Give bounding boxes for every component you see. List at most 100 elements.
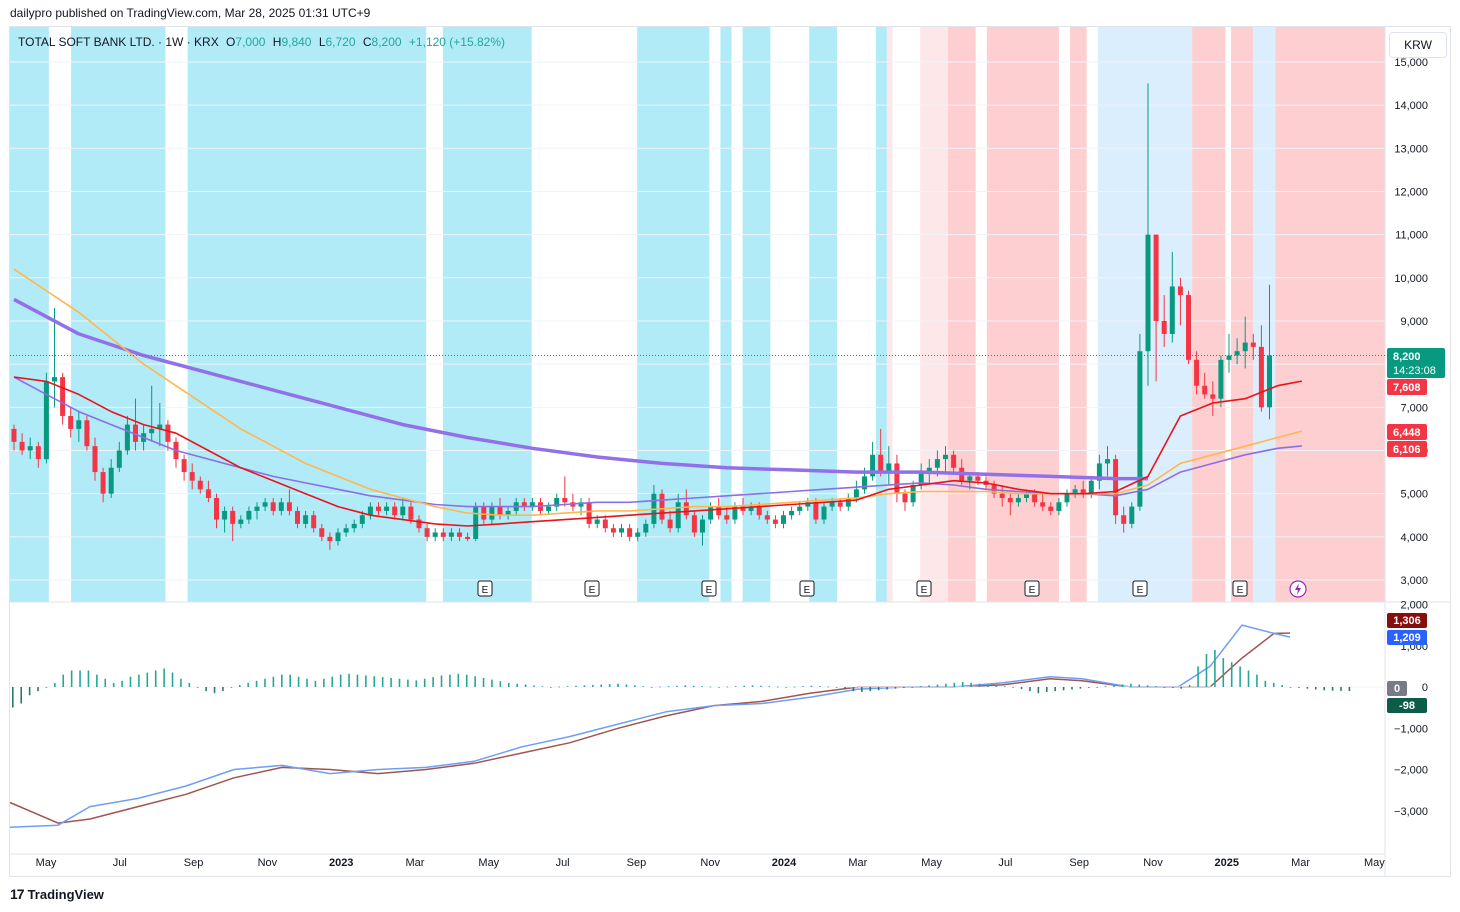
macd-histogram-bar-80 <box>684 685 687 687</box>
low-value: 6,720 <box>325 35 356 49</box>
candle-body-132 <box>1080 489 1086 494</box>
price-tick-label-2: 5,000 <box>1400 489 1428 501</box>
time-tick-label-6: May <box>478 857 499 869</box>
symbol-legend: TOTAL SOFT BANK LTD. · 1W · KRX O7,000 H… <box>18 35 505 49</box>
macd-histogram-bar-11 <box>104 678 107 687</box>
time-tick-label-12: May <box>921 857 942 869</box>
candle-body-25 <box>214 497 219 520</box>
candle-body-48 <box>400 506 406 516</box>
currency-button[interactable]: KRW <box>1389 32 1447 58</box>
candle-body-59 <box>489 506 495 520</box>
candle-body-141 <box>1153 234 1159 321</box>
candle-body-154 <box>1258 346 1264 408</box>
price-badge-3 <box>1387 441 1427 457</box>
candle-body-144 <box>1177 286 1183 296</box>
macd-histogram-bar-87 <box>743 685 745 687</box>
chart-frame[interactable] <box>9 26 1451 877</box>
macd-histogram-bar-119 <box>1012 687 1014 688</box>
candle-body-116 <box>951 454 957 468</box>
macd-histogram-bar-126 <box>1071 687 1073 690</box>
candle-body-145 <box>1186 295 1191 360</box>
macd-histogram-bar-36 <box>314 680 317 687</box>
candle-body-133 <box>1088 480 1094 494</box>
candle-body-127 <box>1040 502 1046 507</box>
macd-histogram-bar-145 <box>1230 662 1233 687</box>
candle-body-143 <box>1169 286 1175 334</box>
macd-histogram-bar-40 <box>348 673 350 687</box>
candle-body-119 <box>975 476 981 481</box>
price-tick-label-6: 9,000 <box>1400 316 1428 328</box>
close-label: C <box>362 35 372 49</box>
macd-histogram-bar-133 <box>1130 683 1132 687</box>
background-zone-16 <box>1231 27 1254 602</box>
macd-histogram-bar-95 <box>810 685 813 687</box>
earnings-marker-3 <box>799 580 815 597</box>
candle-body-81 <box>667 519 673 529</box>
time-tick-label-7: Jul <box>556 857 570 869</box>
candle-body-89 <box>732 506 738 520</box>
time-tick-label-11: Mar <box>848 857 867 869</box>
macd-histogram-bar-66 <box>566 686 569 687</box>
candle-body-107 <box>878 454 884 473</box>
price-tick-label-0: 3,000 <box>1400 575 1428 587</box>
candle-body-140 <box>1145 234 1151 352</box>
time-tick-label-0: May <box>36 857 57 869</box>
price-badge-value-1: 7,608 <box>1393 382 1421 394</box>
macd-histogram-bar-110 <box>936 684 939 687</box>
candle-body-102 <box>837 502 843 507</box>
ema-slow-line <box>13 297 1148 481</box>
candle-body-74 <box>610 528 616 533</box>
macd-histogram-bar-54 <box>465 674 468 687</box>
macd-histogram-bar-81 <box>692 685 695 687</box>
macd-histogram-bar-147 <box>1247 670 1250 687</box>
candle-body-50 <box>416 519 422 529</box>
candle-body-56 <box>465 536 471 539</box>
price-tick-label-1: 4,000 <box>1400 532 1428 544</box>
macd-histogram-bar-65 <box>558 686 561 688</box>
candle-body-32 <box>270 502 276 511</box>
macd-histogram-bar-29 <box>255 680 258 687</box>
time-tick-label-8: Sep <box>627 857 647 869</box>
candle-body-7 <box>68 415 74 429</box>
time-tick-label-3: Nov <box>258 857 278 869</box>
macd-histogram-bar-148 <box>1256 674 1258 687</box>
macd-histogram-bar-46 <box>398 678 401 687</box>
candle-body-100 <box>821 506 827 520</box>
candle-body-115 <box>943 454 948 460</box>
macd-histogram-bar-113 <box>961 682 964 687</box>
tradingview-logo[interactable]: 17 TradingView <box>10 886 104 902</box>
macd-histogram-bar-67 <box>575 685 577 687</box>
macd-histogram-bar-25 <box>222 687 224 692</box>
candle-body-44 <box>367 506 373 516</box>
candle-body-17 <box>149 428 155 434</box>
candle-body-27 <box>230 510 236 524</box>
macd-histogram-bar-104 <box>886 687 888 690</box>
earnings-marker-1 <box>584 580 600 597</box>
macd-histogram-bar-22 <box>196 687 199 688</box>
candle-body-137 <box>1121 515 1127 524</box>
earnings-marker-label-2: E <box>706 585 713 596</box>
time-tick-label-5: Mar <box>406 857 425 869</box>
candle-body-142 <box>1161 320 1167 334</box>
macd-histogram-bar-103 <box>877 687 880 691</box>
macd-histogram-bar-61 <box>524 684 527 687</box>
candle-body-135 <box>1105 459 1110 464</box>
macd-histogram-bar-47 <box>407 679 409 687</box>
candle-body-57 <box>473 506 479 539</box>
candle-body-55 <box>457 532 462 537</box>
macd-histogram-bar-114 <box>970 682 972 687</box>
earnings-marker-label-0: E <box>482 585 489 596</box>
macd-histogram-bar-120 <box>1020 687 1023 690</box>
candle-body-40 <box>335 532 341 542</box>
candle-body-129 <box>1056 502 1062 511</box>
candle-body-71 <box>586 502 592 524</box>
macd-histogram-bar-24 <box>213 687 216 694</box>
macd-histogram-bar-10 <box>96 674 98 687</box>
macd-histogram-bar-73 <box>625 684 628 687</box>
macd-histogram-bar-86 <box>734 686 737 687</box>
candle-body-76 <box>627 528 633 537</box>
price-tick-label-11: 14,000 <box>1394 100 1428 112</box>
macd-line <box>9 624 1291 829</box>
change-value: +1,120 (+15.82%) <box>408 35 505 49</box>
